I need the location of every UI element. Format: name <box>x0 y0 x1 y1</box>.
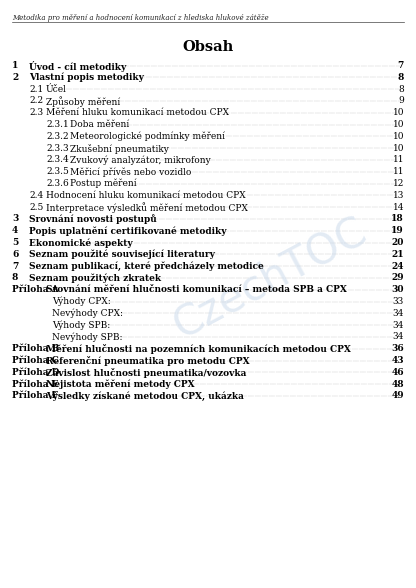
Text: Příloha A: Příloha A <box>12 285 59 294</box>
Text: Měření hlučnosti na pozemních komunikacích metodou CPX: Měření hlučnosti na pozemních komunikací… <box>47 344 351 354</box>
Text: Metodika pro měření a hodnocení komunikací z hlediska hlukové zátěže: Metodika pro měření a hodnocení komunika… <box>12 14 269 22</box>
Text: Příloha C: Příloha C <box>12 356 59 365</box>
Text: Výhody CPX:: Výhody CPX: <box>52 297 111 306</box>
Text: 18: 18 <box>391 215 404 223</box>
Text: Nevýhody CPX:: Nevýhody CPX: <box>52 309 123 318</box>
Text: 8: 8 <box>398 85 404 93</box>
Text: Příloha B: Příloha B <box>12 344 59 353</box>
Text: Seznam použité související literatury: Seznam použité související literatury <box>29 250 215 259</box>
Text: 29: 29 <box>391 273 404 282</box>
Text: 7: 7 <box>12 262 18 270</box>
Text: 7: 7 <box>398 61 404 70</box>
Text: Výsledky získané metodou CPX, ukázka: Výsledky získané metodou CPX, ukázka <box>47 392 244 401</box>
Text: Závislost hlučnosti pneumatika/vozovka: Závislost hlučnosti pneumatika/vozovka <box>47 368 247 378</box>
Text: Seznam použitých zkratek: Seznam použitých zkratek <box>29 273 161 283</box>
Text: 2.3.3: 2.3.3 <box>46 143 69 153</box>
Text: 49: 49 <box>391 392 404 400</box>
Text: 8: 8 <box>398 73 404 82</box>
Text: 2.4: 2.4 <box>29 191 43 200</box>
Text: 12: 12 <box>393 179 404 188</box>
Text: Referenční pneumatika pro metodu CPX: Referenční pneumatika pro metodu CPX <box>47 356 250 366</box>
Text: Způsoby měření: Způsoby měření <box>46 96 120 107</box>
Text: 36: 36 <box>391 344 404 353</box>
Text: Interpretace výsledků měření metodou CPX: Interpretace výsledků měření metodou CPX <box>46 203 248 213</box>
Text: Nevýhody SPB:: Nevýhody SPB: <box>52 332 122 342</box>
Text: 48: 48 <box>391 380 404 389</box>
Text: 10: 10 <box>393 120 404 129</box>
Text: 2.3.4: 2.3.4 <box>46 155 69 165</box>
Text: Měření hluku komunikací metodou CPX: Měření hluku komunikací metodou CPX <box>46 108 229 117</box>
Text: 4: 4 <box>12 226 18 235</box>
Text: Výhody SPB:: Výhody SPB: <box>52 320 110 330</box>
Text: Meteorologické podmínky měření: Meteorologické podmínky měření <box>70 132 225 141</box>
Text: 1: 1 <box>12 61 18 70</box>
Text: Příloha D: Příloha D <box>12 368 59 377</box>
Text: 24: 24 <box>391 262 404 270</box>
Text: Úvod - cíl metodiky: Úvod - cíl metodiky <box>29 61 126 72</box>
Text: Seznam publikací, které předcházely metodice: Seznam publikací, které předcházely meto… <box>29 262 264 271</box>
Text: 8: 8 <box>12 273 18 282</box>
Text: Hodnocení hluku komunikací metodou CPX: Hodnocení hluku komunikací metodou CPX <box>46 191 245 200</box>
Text: 2.5: 2.5 <box>29 203 43 212</box>
Text: 46: 46 <box>391 368 404 377</box>
Text: 2.3.5: 2.3.5 <box>46 167 69 176</box>
Text: Zkušební pneumatiky: Zkušební pneumatiky <box>70 143 169 153</box>
Text: 11: 11 <box>393 167 404 176</box>
Text: 33: 33 <box>393 297 404 306</box>
Text: 20: 20 <box>391 238 404 247</box>
Text: 2: 2 <box>12 73 18 82</box>
Text: Účel: Účel <box>46 85 67 93</box>
Text: 2.3.1: 2.3.1 <box>46 120 69 129</box>
Text: Ekonomické aspekty: Ekonomické aspekty <box>29 238 133 248</box>
Text: 30: 30 <box>391 285 404 294</box>
Text: 11: 11 <box>393 155 404 165</box>
Text: 34: 34 <box>393 332 404 342</box>
Text: 5: 5 <box>12 238 18 247</box>
Text: Popis uplatnění certifikované metodiky: Popis uplatnění certifikované metodiky <box>29 226 226 236</box>
Text: 34: 34 <box>393 309 404 318</box>
Text: Nejistota měření metody CPX: Nejistota měření metody CPX <box>47 380 195 389</box>
Text: 13: 13 <box>393 191 404 200</box>
Text: CzechTOC: CzechTOC <box>166 209 374 346</box>
Text: Doba měření: Doba měření <box>70 120 129 129</box>
Text: Srovnání měření hlučnosti komunikací – metoda SPB a CPX: Srovnání měření hlučnosti komunikací – m… <box>47 285 347 294</box>
Text: 2.1: 2.1 <box>29 85 43 93</box>
Text: Vlastní popis metodiky: Vlastní popis metodiky <box>29 73 144 82</box>
Text: 19: 19 <box>391 226 404 235</box>
Text: 43: 43 <box>391 356 404 365</box>
Text: Obsah: Obsah <box>182 40 234 54</box>
Text: 10: 10 <box>393 108 404 117</box>
Text: 6: 6 <box>12 250 18 259</box>
Text: 2.3.2: 2.3.2 <box>46 132 69 141</box>
Text: Příloha E: Příloha E <box>12 380 59 389</box>
Text: 21: 21 <box>391 250 404 259</box>
Text: Příloha F: Příloha F <box>12 392 58 400</box>
Text: 10: 10 <box>393 132 404 141</box>
Text: 14: 14 <box>393 203 404 212</box>
Text: 9: 9 <box>398 96 404 105</box>
Text: Postup měření: Postup měření <box>70 179 136 189</box>
Text: 34: 34 <box>393 320 404 330</box>
Text: 10: 10 <box>393 143 404 153</box>
Text: 3: 3 <box>12 215 18 223</box>
Text: Zvukový analyzátor, mikrofony: Zvukový analyzátor, mikrofony <box>70 155 211 165</box>
Text: Srovnání novosti postupů: Srovnání novosti postupů <box>29 215 157 224</box>
Text: Měřicí přívěs nebo vozidlo: Měřicí přívěs nebo vozidlo <box>70 167 191 177</box>
Text: 2.3: 2.3 <box>29 108 43 117</box>
Text: 2.3.6: 2.3.6 <box>46 179 69 188</box>
Text: 2.2: 2.2 <box>29 96 43 105</box>
